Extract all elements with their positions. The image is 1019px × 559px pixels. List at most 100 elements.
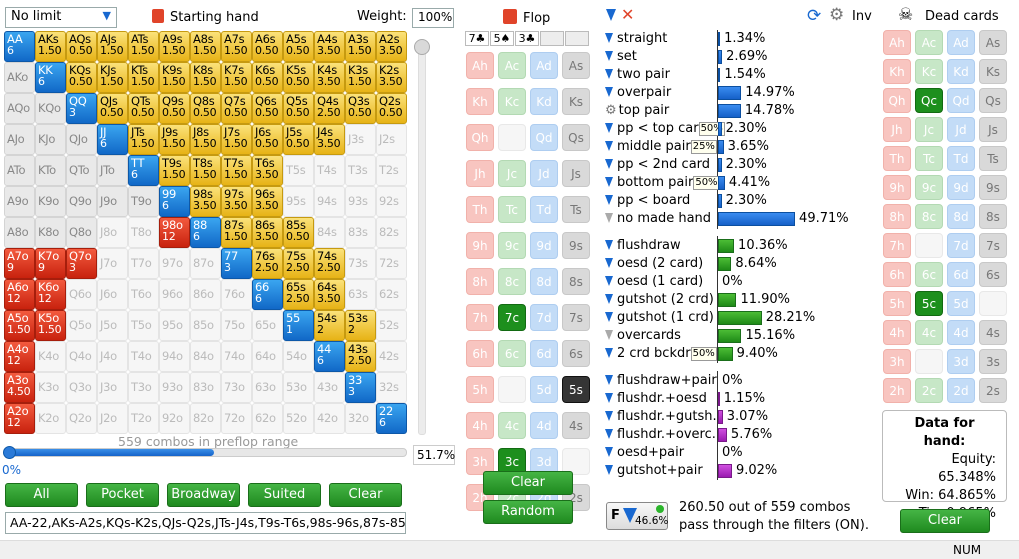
range-cell-k7s[interactable]: K7s 1.50 bbox=[221, 62, 252, 93]
dead-card-6d[interactable]: 6d bbox=[947, 262, 975, 287]
flop-card-7s[interactable]: 7s bbox=[562, 304, 590, 331]
range-cell-92o[interactable]: 92o bbox=[159, 403, 190, 434]
range-cell-q3o[interactable]: Q3o bbox=[66, 372, 97, 403]
flop-card-5s[interactable]: 5s bbox=[562, 376, 590, 403]
range-cell-32s[interactable]: 32s bbox=[376, 372, 407, 403]
range-cell-ajs[interactable]: AJs 1.50 bbox=[97, 31, 128, 62]
dead-card-as[interactable]: As bbox=[979, 30, 1007, 55]
flop-slot[interactable]: 5♠ bbox=[490, 31, 514, 46]
range-cell-j5o[interactable]: J5o bbox=[97, 310, 128, 341]
range-cell-52s[interactable]: 52s bbox=[376, 310, 407, 341]
range-cell-95s[interactable]: 95s bbox=[283, 186, 314, 217]
range-cell-k8s[interactable]: K8s 1.50 bbox=[190, 62, 221, 93]
flop-card-4c[interactable]: 4c bbox=[498, 412, 526, 439]
dead-card-4c[interactable]: 4c bbox=[915, 320, 943, 345]
range-cell-q9o[interactable]: Q9o bbox=[66, 186, 97, 217]
flop-card-qh[interactable]: Qh bbox=[466, 124, 494, 151]
range-cell-ato[interactable]: ATo bbox=[4, 155, 35, 186]
flop-card-ac[interactable]: Ac bbox=[498, 52, 526, 79]
range-cell-ats[interactable]: ATs 1.50 bbox=[128, 31, 159, 62]
range-cell-77[interactable]: 77 3 bbox=[221, 248, 252, 279]
flop-card-qs[interactable]: Qs bbox=[562, 124, 590, 151]
range-cell-q3s[interactable]: Q3s 0.50 bbox=[345, 93, 376, 124]
filter-row[interactable]: oesd+pair bbox=[605, 444, 684, 462]
range-cell-t8o[interactable]: T8o bbox=[128, 217, 159, 248]
range-cell-92s[interactable]: 92s bbox=[376, 186, 407, 217]
range-cell-54s[interactable]: 54s 2 bbox=[314, 310, 345, 341]
range-all-button[interactable]: All bbox=[5, 483, 78, 507]
flop-card-qd[interactable]: Qd bbox=[530, 124, 558, 151]
filter-funnel-icon[interactable] bbox=[605, 159, 613, 169]
dead-card-tc[interactable]: Tc bbox=[915, 146, 943, 171]
range-cell-t9s[interactable]: T9s 1.50 bbox=[159, 155, 190, 186]
dead-card-5h[interactable]: 5h bbox=[883, 291, 911, 316]
range-cell-j3s[interactable]: J3s bbox=[345, 124, 376, 155]
flop-card-7c[interactable]: 7c bbox=[498, 304, 526, 331]
flop-card-7d[interactable]: 7d bbox=[530, 304, 558, 331]
range-clear-button[interactable]: Clear bbox=[329, 483, 402, 507]
dead-card-qd[interactable]: Qd bbox=[947, 88, 975, 113]
range-cell-j3o[interactable]: J3o bbox=[97, 372, 128, 403]
filter-funnel-icon[interactable] bbox=[605, 213, 613, 223]
range-cell-q5o[interactable]: Q5o bbox=[66, 310, 97, 341]
range-text-input[interactable]: AA-22,AKs-A2s,KQs-K2s,QJs-Q2s,JTs-J4s,T9… bbox=[5, 512, 406, 534]
flop-card-th[interactable]: Th bbox=[466, 196, 494, 223]
range-cell-j7s[interactable]: J7s 1.50 bbox=[221, 124, 252, 155]
range-cell-84s[interactable]: 84s bbox=[314, 217, 345, 248]
range-cell-63s[interactable]: 63s bbox=[345, 279, 376, 310]
range-cell-q8o[interactable]: Q8o bbox=[66, 217, 97, 248]
flop-card-8c[interactable]: 8c bbox=[498, 268, 526, 295]
range-cell-98s[interactable]: 98s 3.50 bbox=[190, 186, 221, 217]
filter-funnel-icon[interactable] bbox=[605, 276, 613, 286]
range-cell-t3s[interactable]: T3s bbox=[345, 155, 376, 186]
range-cell-k2s[interactable]: K2s 3.50 bbox=[376, 62, 407, 93]
range-cell-65s[interactable]: 65s 2.50 bbox=[283, 279, 314, 310]
flop-card-kc[interactable]: Kc bbox=[498, 88, 526, 115]
range-cell-85s[interactable]: 85s 0.50 bbox=[283, 217, 314, 248]
filter-row[interactable]: oesd (1 card) bbox=[605, 273, 703, 291]
range-cell-qq[interactable]: QQ 3 bbox=[66, 93, 97, 124]
dead-card-jc[interactable]: Jc bbox=[915, 117, 943, 142]
flop-clear-button[interactable]: Clear bbox=[483, 471, 573, 495]
dead-card-4h[interactable]: 4h bbox=[883, 320, 911, 345]
range-cell-k9s[interactable]: K9s 1.50 bbox=[159, 62, 190, 93]
flop-card-jc[interactable]: Jc bbox=[498, 160, 526, 187]
range-cell-j9o[interactable]: J9o bbox=[97, 186, 128, 217]
range-cell-q2o[interactable]: Q2o bbox=[66, 403, 97, 434]
range-cell-a4s[interactable]: A4s 3.50 bbox=[314, 31, 345, 62]
dead-card-kd[interactable]: Kd bbox=[947, 59, 975, 84]
filter-row[interactable]: straight bbox=[605, 30, 667, 48]
filter-row[interactable]: middle pair 25% bbox=[605, 138, 717, 156]
flop-card-3h[interactable]: 3h bbox=[466, 448, 494, 475]
dead-card-7d[interactable]: 7d bbox=[947, 233, 975, 258]
filter-row[interactable]: two pair bbox=[605, 66, 670, 84]
dead-card-2c[interactable]: 2c bbox=[915, 378, 943, 403]
range-cell-a8o[interactable]: A8o bbox=[4, 217, 35, 248]
range-cell-k3o[interactable]: K3o bbox=[35, 372, 66, 403]
flop-card-ah[interactable]: Ah bbox=[466, 52, 494, 79]
filter-funnel-icon[interactable] bbox=[605, 447, 613, 457]
dead-card-4d[interactable]: 4d bbox=[947, 320, 975, 345]
filter-funnel-icon[interactable] bbox=[605, 330, 613, 340]
filter-funnel-icon[interactable] bbox=[606, 9, 616, 21]
range-cell-52o[interactable]: 52o bbox=[283, 403, 314, 434]
dead-card-th[interactable]: Th bbox=[883, 146, 911, 171]
filter-row[interactable]: bottom pair 50% bbox=[605, 174, 720, 192]
range-cell-99[interactable]: 99 6 bbox=[159, 186, 190, 217]
filter-row[interactable]: flushdr.+gutsh. bbox=[605, 408, 717, 426]
range-cell-a3o[interactable]: A3o 4.50 bbox=[4, 372, 35, 403]
filter-funnel-icon[interactable] bbox=[605, 375, 613, 385]
range-cell-84o[interactable]: 84o bbox=[190, 341, 221, 372]
range-cell-93s[interactable]: 93s bbox=[345, 186, 376, 217]
range-cell-74s[interactable]: 74s 2.50 bbox=[314, 248, 345, 279]
range-cell-73s[interactable]: 73s bbox=[345, 248, 376, 279]
range-cell-t8s[interactable]: T8s 1.50 bbox=[190, 155, 221, 186]
filter-row[interactable]: ⚙ top pair bbox=[605, 102, 669, 120]
range-cell-j7o[interactable]: J7o bbox=[97, 248, 128, 279]
range-cell-t7s[interactable]: T7s 1.50 bbox=[221, 155, 252, 186]
range-cell-a3s[interactable]: A3s 1.50 bbox=[345, 31, 376, 62]
dead-card-2s[interactable]: 2s bbox=[979, 378, 1007, 403]
filter-funnel-icon[interactable] bbox=[605, 87, 613, 97]
range-cell-86s[interactable]: 86s 3.50 bbox=[252, 217, 283, 248]
flop-card-4d[interactable]: 4d bbox=[530, 412, 558, 439]
